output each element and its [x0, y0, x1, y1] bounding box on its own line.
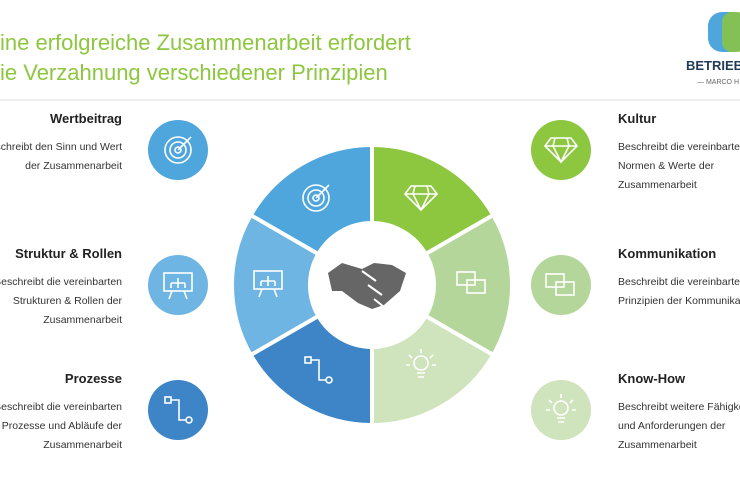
item-circle: [148, 380, 208, 440]
ring-segment: [370, 313, 496, 428]
item-description: Prinzipien der Kommunikati: [618, 295, 740, 307]
item-description: Beschreibt die vereinbarten: [618, 141, 740, 153]
handshake-icon: [328, 263, 406, 309]
item-description: der Zusammenarbeit: [25, 160, 122, 172]
item-title: Wertbeitrag: [50, 111, 122, 126]
item-title: Kultur: [618, 111, 656, 126]
handshake-icon: [361, 270, 385, 308]
icon: [546, 394, 576, 423]
item-title: Prozesse: [65, 371, 122, 386]
item-description: Zusammenarbeit: [43, 439, 122, 451]
item-description: Zusammenarbeit: [43, 314, 122, 326]
item-description: Strukturen & Rollen der: [13, 295, 123, 307]
icon: [171, 399, 186, 421]
logo-mark: [722, 12, 740, 52]
icon: [307, 189, 325, 207]
icon: [302, 184, 330, 212]
icon: [164, 136, 192, 164]
item-description: Beschreibt die vereinbarten: [0, 276, 122, 288]
item-description: Beschreibt die vereinbarten: [618, 276, 740, 288]
icon: [413, 355, 429, 371]
ring-segment: [248, 313, 374, 428]
logo-name: BETRIEB: [686, 58, 740, 73]
item-description: Beschreibt weitere Fähigkei: [618, 401, 740, 413]
item-circle: [531, 380, 591, 440]
icon: [545, 273, 565, 288]
icon: [553, 400, 569, 416]
icon: [543, 137, 579, 164]
ring-segment: [248, 142, 374, 257]
title-line: ine erfolgreiche Zusammenarbeit erforder…: [0, 30, 411, 55]
item-circle: [531, 120, 591, 180]
item-circle: [531, 255, 591, 315]
icon: [258, 276, 278, 298]
icon: [312, 194, 320, 202]
item-description: und Anforderungen der: [618, 420, 726, 432]
item-description: eschreibt den Sinn und Wert: [0, 141, 122, 153]
icon: [163, 272, 193, 292]
item-title: Kommunikation: [618, 246, 716, 261]
icon: [403, 185, 439, 212]
icon: [174, 146, 182, 154]
item-description: Zusammenarbeit: [618, 179, 697, 191]
icon: [456, 271, 476, 286]
item-title: Know-How: [618, 371, 686, 386]
icon: [311, 359, 326, 381]
title-line: ie Verzahnung verschiedener Prinzipien: [0, 60, 388, 85]
icon: [177, 136, 192, 151]
item-description: Prozesse und Abläufe der: [2, 420, 123, 432]
item-description: Zusammenarbeit: [618, 439, 697, 451]
icon: [555, 281, 575, 296]
item-title: Struktur & Rollen: [15, 246, 122, 261]
icon: [466, 279, 486, 294]
item-description: Normen & Werte der: [618, 160, 715, 172]
logo-subtitle: — MARCO H: [697, 79, 739, 86]
icon: [315, 184, 330, 199]
icon: [253, 270, 283, 290]
icon: [168, 278, 188, 300]
item-description: Beschreibt die vereinbarten: [0, 401, 122, 413]
icon: [169, 141, 187, 159]
icon: [406, 349, 436, 378]
